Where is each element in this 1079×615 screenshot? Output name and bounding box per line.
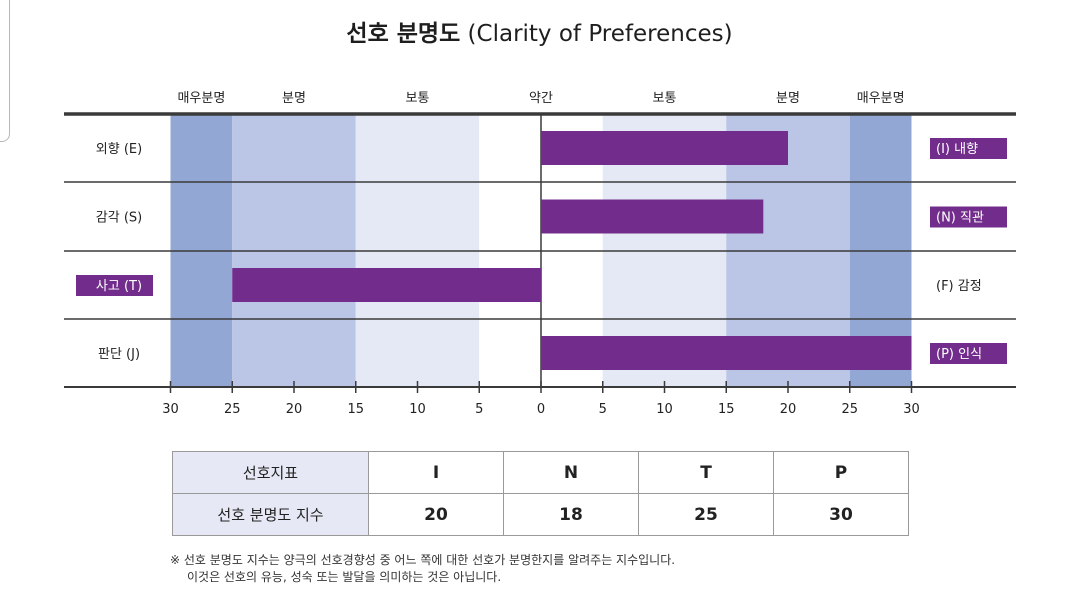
table-value-cell: 20 bbox=[368, 493, 504, 536]
row-label-left: 외향 (E) bbox=[96, 142, 142, 157]
tick-label: 10 bbox=[409, 402, 426, 417]
tick-label: 15 bbox=[347, 402, 364, 417]
table-letter-cell: P bbox=[773, 451, 909, 494]
bar bbox=[541, 199, 764, 234]
row-label-left: 판단 (J) bbox=[98, 347, 140, 362]
label-highlight bbox=[930, 206, 1007, 228]
zone-label: 약간 bbox=[529, 91, 553, 106]
row-label-left: 감각 (S) bbox=[96, 211, 142, 226]
table-letter-cell: I bbox=[368, 451, 504, 494]
row-label-right: (P) 인식 bbox=[936, 347, 982, 362]
tick-label: 25 bbox=[841, 402, 858, 417]
zone-label: 분명 bbox=[282, 91, 306, 106]
row-label-left: 사고 (T) bbox=[96, 279, 142, 294]
footnote-line-2: 이것은 선호의 유능, 성숙 또는 발달을 의미하는 것은 아닙니다. bbox=[187, 570, 502, 584]
tick-label: 5 bbox=[599, 402, 607, 417]
table-letter-cell: T bbox=[638, 451, 774, 494]
title-korean: 선호 분명도 bbox=[346, 21, 461, 47]
chart-title: 선호 분명도 (Clarity of Preferences) bbox=[0, 14, 1079, 48]
tick-label: 25 bbox=[224, 402, 241, 417]
table-row: 선호 분명도 지수 20 18 25 30 bbox=[172, 493, 909, 536]
table-value-cell: 25 bbox=[638, 493, 774, 536]
tick-label: 15 bbox=[718, 402, 735, 417]
table-value-cell: 18 bbox=[503, 493, 639, 536]
zone-label: 분명 bbox=[776, 91, 800, 106]
preference-index-table: 선호지표 I N T P 선호 분명도 지수 20 18 25 30 bbox=[172, 451, 909, 536]
tick-label: 30 bbox=[162, 402, 179, 417]
zone-label: 보통 bbox=[653, 91, 677, 106]
table-row: 선호지표 I N T P bbox=[172, 451, 909, 494]
zone-label: 보통 bbox=[406, 91, 430, 106]
footnote-line-1: ※ 선호 분명도 지수는 양극의 선호경향성 중 어느 쪽에 대한 선호가 분명… bbox=[170, 553, 676, 567]
bar bbox=[541, 336, 912, 370]
tick-label: 10 bbox=[656, 402, 673, 417]
row-label-right: (I) 내향 bbox=[936, 142, 978, 157]
zone-label: 매우분명 bbox=[857, 91, 905, 106]
label-highlight bbox=[930, 343, 1007, 364]
table-value-label: 선호 분명도 지수 bbox=[172, 493, 369, 536]
table-letter-cell: N bbox=[503, 451, 639, 494]
table-value-cell: 30 bbox=[773, 493, 909, 536]
row-label-right: (F) 감정 bbox=[936, 279, 982, 294]
tick-label: 30 bbox=[903, 402, 920, 417]
bar bbox=[232, 268, 541, 302]
label-highlight bbox=[76, 275, 153, 296]
tick-label: 0 bbox=[537, 402, 545, 417]
tick-label: 20 bbox=[286, 402, 303, 417]
tick-label: 5 bbox=[475, 402, 483, 417]
label-highlight bbox=[930, 138, 1007, 159]
bar bbox=[541, 131, 788, 165]
row-label-right: (N) 직관 bbox=[936, 211, 984, 226]
zone-label: 매우분명 bbox=[177, 91, 225, 106]
table-header-label: 선호지표 bbox=[172, 451, 369, 494]
tick-label: 20 bbox=[780, 402, 797, 417]
title-english: (Clarity of Preferences) bbox=[467, 21, 733, 47]
